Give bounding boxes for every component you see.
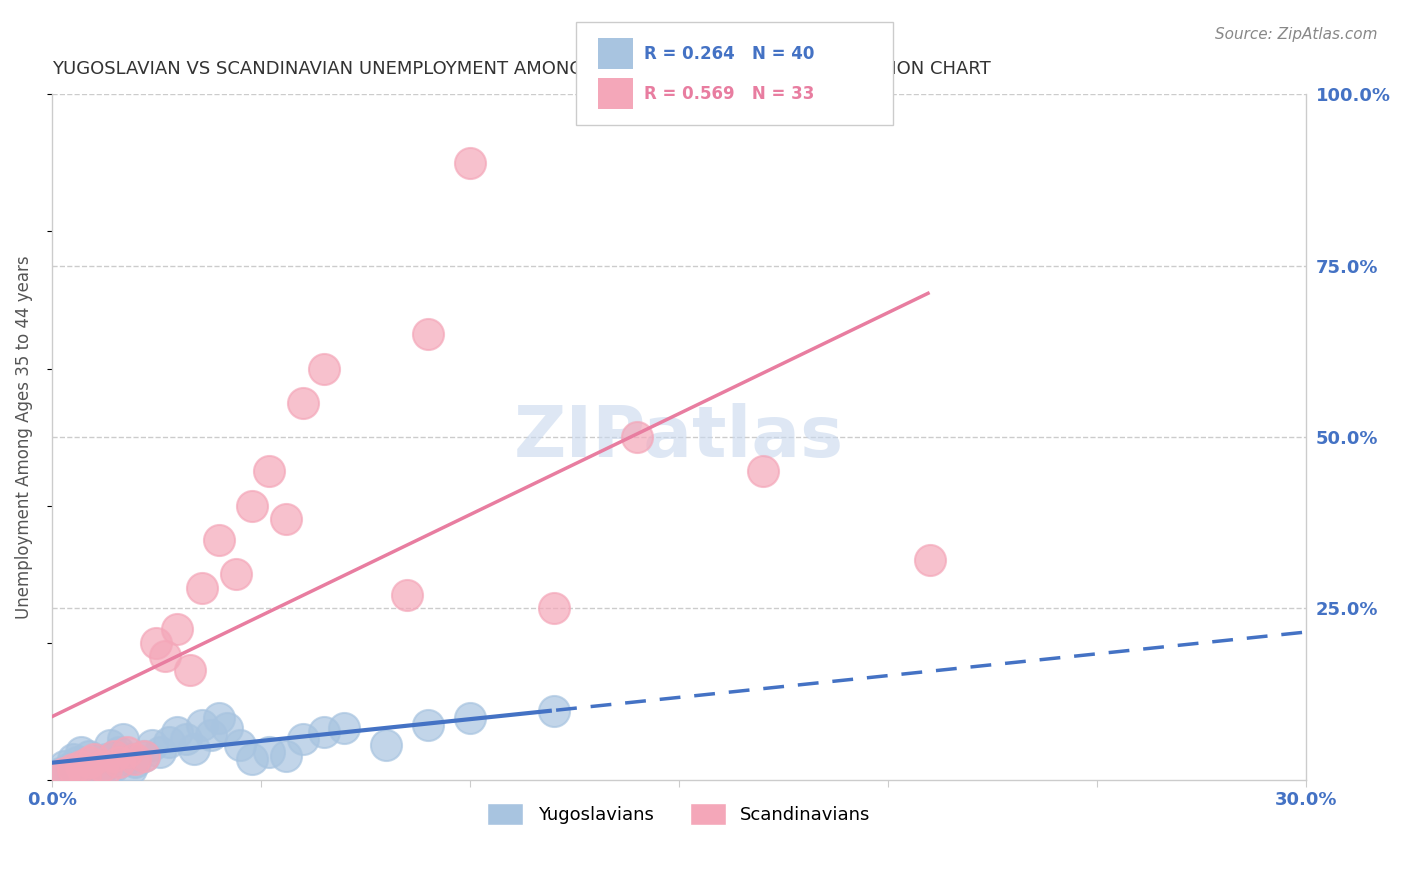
Point bbox=[291, 396, 314, 410]
Point bbox=[208, 711, 231, 725]
Legend: Yugoslavians, Scandinavians: Yugoslavians, Scandinavians bbox=[479, 796, 877, 832]
Point bbox=[179, 663, 201, 677]
Point bbox=[257, 464, 280, 478]
Point bbox=[458, 711, 481, 725]
Text: Source: ZipAtlas.com: Source: ZipAtlas.com bbox=[1215, 27, 1378, 42]
Point bbox=[626, 430, 648, 444]
Point bbox=[918, 553, 941, 567]
Text: YUGOSLAVIAN VS SCANDINAVIAN UNEMPLOYMENT AMONG AGES 35 TO 44 YEARS CORRELATION C: YUGOSLAVIAN VS SCANDINAVIAN UNEMPLOYMENT… bbox=[52, 60, 990, 78]
Point bbox=[229, 739, 252, 753]
Point bbox=[103, 748, 125, 763]
Point bbox=[751, 464, 773, 478]
Point bbox=[543, 601, 565, 615]
Point bbox=[79, 756, 101, 770]
Point bbox=[103, 759, 125, 773]
Point bbox=[225, 567, 247, 582]
Point bbox=[312, 724, 335, 739]
Point bbox=[115, 745, 138, 759]
Point bbox=[115, 752, 138, 766]
Point bbox=[191, 581, 214, 595]
Point bbox=[242, 752, 264, 766]
Point bbox=[75, 769, 97, 783]
Point bbox=[157, 735, 180, 749]
Point bbox=[49, 769, 72, 783]
Point bbox=[70, 745, 93, 759]
Point bbox=[98, 739, 121, 753]
Text: R = 0.569   N = 33: R = 0.569 N = 33 bbox=[644, 85, 814, 103]
Point bbox=[132, 748, 155, 763]
Point bbox=[257, 745, 280, 759]
Point bbox=[217, 721, 239, 735]
Point bbox=[58, 762, 80, 776]
Point bbox=[94, 762, 117, 776]
Point bbox=[166, 622, 188, 636]
Point bbox=[62, 762, 84, 776]
Point bbox=[75, 765, 97, 780]
Point bbox=[79, 748, 101, 763]
Point bbox=[416, 718, 439, 732]
Y-axis label: Unemployment Among Ages 35 to 44 years: Unemployment Among Ages 35 to 44 years bbox=[15, 255, 32, 619]
Point bbox=[90, 762, 112, 776]
Point bbox=[274, 748, 297, 763]
Point bbox=[208, 533, 231, 547]
Point bbox=[191, 718, 214, 732]
Point bbox=[174, 731, 197, 746]
Point bbox=[375, 739, 398, 753]
Point bbox=[166, 724, 188, 739]
Point bbox=[183, 741, 205, 756]
Text: ZIPatlas: ZIPatlas bbox=[515, 402, 844, 472]
Point bbox=[200, 728, 222, 742]
Point bbox=[53, 759, 76, 773]
Point bbox=[83, 759, 105, 773]
Point bbox=[312, 361, 335, 376]
Point bbox=[66, 756, 89, 770]
Point bbox=[149, 745, 172, 759]
Point bbox=[49, 765, 72, 780]
Point bbox=[145, 635, 167, 649]
Point bbox=[53, 765, 76, 780]
Point bbox=[70, 759, 93, 773]
Point bbox=[543, 704, 565, 718]
Point bbox=[111, 731, 134, 746]
Point bbox=[83, 752, 105, 766]
Point bbox=[153, 649, 176, 664]
Point bbox=[90, 759, 112, 773]
Point bbox=[396, 588, 419, 602]
Point bbox=[124, 752, 146, 766]
Point bbox=[242, 499, 264, 513]
Point bbox=[291, 731, 314, 746]
Point bbox=[62, 752, 84, 766]
Point bbox=[333, 721, 356, 735]
Text: R = 0.264   N = 40: R = 0.264 N = 40 bbox=[644, 45, 814, 62]
Point bbox=[94, 752, 117, 766]
Point bbox=[107, 756, 129, 770]
Point bbox=[274, 512, 297, 526]
Point bbox=[107, 745, 129, 759]
Point bbox=[120, 762, 142, 776]
Point bbox=[141, 739, 163, 753]
Point bbox=[458, 156, 481, 170]
Point bbox=[416, 327, 439, 342]
Point bbox=[132, 748, 155, 763]
Point bbox=[124, 756, 146, 770]
